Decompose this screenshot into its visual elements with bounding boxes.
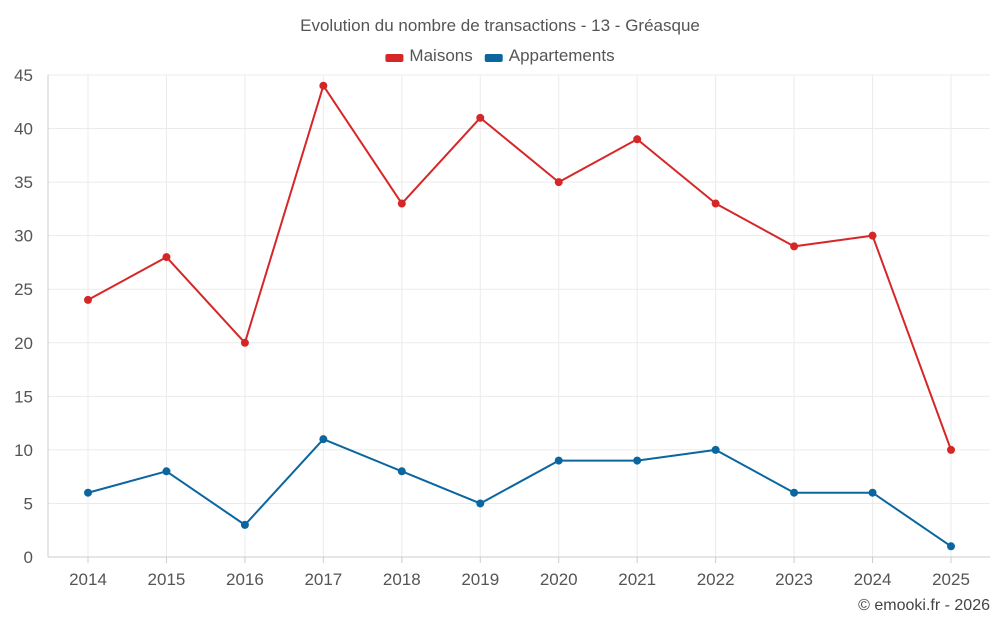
y-tick-label: 0 bbox=[24, 548, 33, 567]
legend-label: Maisons bbox=[409, 46, 472, 65]
y-tick-label: 45 bbox=[14, 66, 33, 85]
data-point-appartements[interactable] bbox=[476, 499, 485, 508]
series-line-maisons bbox=[87, 84, 952, 451]
data-point-maisons[interactable] bbox=[554, 178, 563, 187]
series-layer bbox=[84, 81, 955, 551]
data-point-appartements[interactable] bbox=[868, 488, 877, 497]
legend-swatch bbox=[385, 54, 404, 62]
data-point-maisons[interactable] bbox=[162, 253, 171, 262]
chart-title: Evolution du nombre de transactions - 13… bbox=[300, 16, 700, 35]
data-point-maisons[interactable] bbox=[397, 199, 406, 208]
data-point-appartements[interactable] bbox=[711, 445, 720, 454]
x-tick-label: 2023 bbox=[775, 570, 813, 589]
grid bbox=[47, 74, 990, 558]
x-tick-label: 2019 bbox=[461, 570, 499, 589]
data-point-appartements[interactable] bbox=[240, 520, 249, 529]
data-point-maisons[interactable] bbox=[947, 445, 955, 454]
y-tick-label: 30 bbox=[14, 227, 33, 246]
credit-text: © emooki.fr - 2026 bbox=[858, 597, 990, 614]
y-tick-label: 20 bbox=[14, 334, 33, 353]
y-tick-label: 5 bbox=[24, 494, 33, 513]
series-maisons bbox=[84, 81, 955, 454]
series-line-appartements bbox=[87, 438, 952, 548]
data-point-maisons[interactable] bbox=[476, 113, 485, 122]
x-tick-label: 2014 bbox=[69, 570, 107, 589]
data-point-maisons[interactable] bbox=[868, 231, 877, 240]
y-tick-label: 40 bbox=[14, 120, 33, 139]
legend-label: Appartements bbox=[509, 46, 615, 65]
series-appartements bbox=[84, 435, 955, 551]
data-point-appartements[interactable] bbox=[319, 435, 328, 444]
data-point-maisons[interactable] bbox=[711, 199, 720, 208]
legend-item-maisons[interactable]: Maisons bbox=[385, 46, 473, 65]
x-tick-label: 2020 bbox=[540, 570, 578, 589]
y-axis: 0 5 10 15 20 25 30 35 40 45 bbox=[14, 66, 33, 567]
x-tick-label: 2018 bbox=[383, 570, 421, 589]
data-point-appartements[interactable] bbox=[554, 456, 563, 465]
x-tick-label: 2024 bbox=[854, 570, 892, 589]
y-tick-label: 25 bbox=[14, 280, 33, 299]
data-point-maisons[interactable] bbox=[633, 135, 642, 144]
data-point-appartements[interactable] bbox=[790, 488, 799, 497]
x-tick-label: 2015 bbox=[148, 570, 186, 589]
x-tick-label: 2016 bbox=[226, 570, 264, 589]
x-tick-label: 2025 bbox=[932, 570, 970, 589]
data-point-appartements[interactable] bbox=[947, 542, 955, 551]
x-tick-label: 2021 bbox=[618, 570, 656, 589]
data-point-maisons[interactable] bbox=[319, 81, 328, 90]
y-tick-label: 35 bbox=[14, 173, 33, 192]
legend-item-appartements[interactable]: Appartements bbox=[484, 46, 615, 65]
y-tick-label: 15 bbox=[14, 387, 33, 406]
data-point-appartements[interactable] bbox=[162, 467, 171, 476]
data-point-maisons[interactable] bbox=[240, 338, 249, 347]
data-point-appartements[interactable] bbox=[633, 456, 642, 465]
data-point-maisons[interactable] bbox=[84, 295, 92, 304]
data-point-appartements[interactable] bbox=[84, 488, 92, 497]
legend-swatch bbox=[484, 54, 503, 62]
x-tick-label: 2022 bbox=[697, 570, 735, 589]
x-tick-label: 2017 bbox=[304, 570, 342, 589]
data-point-maisons[interactable] bbox=[790, 242, 799, 251]
x-axis: 2014 2015 2016 2017 2018 2019 2020 2021 2022 2023… bbox=[69, 557, 970, 589]
y-tick-label: 10 bbox=[14, 441, 33, 460]
data-point-appartements[interactable] bbox=[397, 467, 406, 476]
legend: Maisons Appartements bbox=[385, 46, 615, 65]
